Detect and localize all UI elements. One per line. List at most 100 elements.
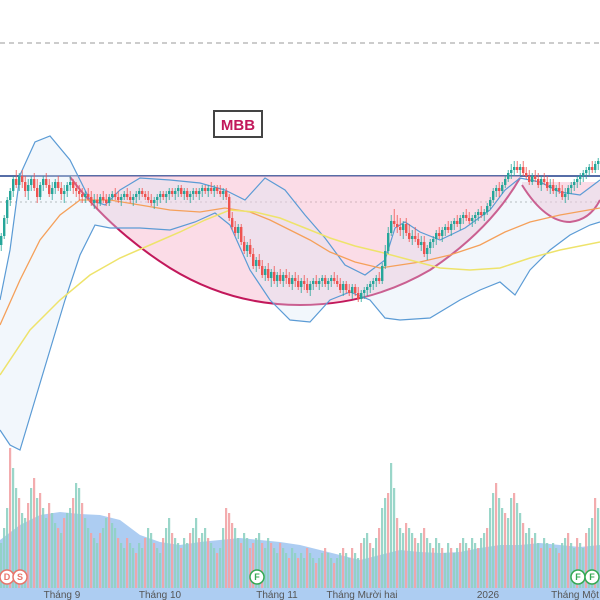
candle-body: [420, 242, 423, 245]
volume-bar: [288, 558, 291, 588]
candle-body: [516, 167, 519, 170]
candle-body: [39, 185, 42, 197]
candle: [390, 215, 393, 236]
volume-bar: [588, 528, 591, 588]
volume-bar: [57, 528, 60, 588]
volume-bar: [204, 528, 207, 588]
volume-bar: [312, 558, 315, 588]
candle-body: [60, 188, 63, 194]
candle: [429, 239, 432, 254]
candle-body: [237, 227, 240, 233]
volume-bar: [333, 563, 336, 588]
candle-body: [105, 200, 108, 203]
candle: [132, 194, 135, 206]
candle-body: [24, 182, 27, 191]
candle-body: [99, 197, 102, 203]
candle-body: [441, 230, 444, 236]
candle-body: [408, 233, 411, 239]
candle: [489, 197, 492, 209]
candle: [369, 281, 372, 293]
candle-body: [390, 221, 393, 233]
candle: [42, 176, 45, 191]
volume-bar: [177, 543, 180, 588]
volume-bar: [336, 558, 339, 588]
volume-bar: [213, 548, 216, 588]
candle: [99, 194, 102, 206]
candle-body: [372, 281, 375, 284]
candle-body: [54, 182, 57, 188]
candle: [507, 170, 510, 182]
volume-bar: [162, 538, 165, 588]
candle: [264, 266, 267, 281]
candle: [0, 233, 3, 251]
candle: [198, 188, 201, 200]
candle-body: [276, 275, 279, 281]
volume-bar: [93, 538, 96, 588]
volume-bar: [276, 553, 279, 588]
volume-bar: [108, 513, 111, 588]
candle-body: [195, 191, 198, 194]
volume-bar: [570, 543, 573, 588]
volume-bar: [258, 533, 261, 588]
volume-bar: [75, 483, 78, 588]
candle-body: [552, 185, 555, 191]
candle-body: [438, 233, 441, 236]
candle: [504, 176, 507, 188]
volume-bar: [102, 528, 105, 588]
candle: [75, 182, 78, 197]
candle: [81, 188, 84, 203]
candle: [240, 224, 243, 245]
volume-bar: [555, 548, 558, 588]
candle-body: [318, 281, 321, 284]
candle-body: [399, 227, 402, 230]
candle: [474, 212, 477, 224]
candle: [186, 188, 189, 200]
volume-bar: [207, 538, 210, 588]
candle-body: [279, 275, 282, 281]
volume-bar: [264, 548, 267, 588]
candle: [276, 272, 279, 287]
candle: [267, 263, 270, 281]
candle: [432, 236, 435, 248]
candle: [195, 188, 198, 197]
volume-bar: [585, 533, 588, 588]
candle: [84, 191, 87, 203]
candle: [270, 269, 273, 287]
volume-bar: [42, 508, 45, 588]
candle-body: [111, 194, 114, 197]
volume-bar: [468, 548, 471, 588]
candle-body: [258, 260, 261, 266]
candle-body: [228, 197, 231, 218]
candle-body: [474, 215, 477, 218]
candle: [372, 278, 375, 290]
candle-body: [126, 194, 129, 197]
candle-body: [444, 227, 447, 230]
candle: [162, 191, 165, 200]
candle: [450, 221, 453, 236]
candle-body: [225, 191, 228, 197]
candle-body: [138, 191, 141, 194]
volume-bar: [519, 513, 522, 588]
candle-body: [411, 236, 414, 239]
candle: [444, 224, 447, 236]
candle: [114, 188, 117, 200]
candle: [27, 179, 30, 200]
volume-bar: [303, 558, 306, 588]
candle-body: [546, 182, 549, 188]
candle-body: [594, 164, 597, 170]
candle-body: [51, 188, 54, 194]
candle: [342, 281, 345, 296]
candle: [138, 188, 141, 200]
volume-bar: [462, 538, 465, 588]
candle: [585, 167, 588, 179]
candle-body: [423, 242, 426, 254]
candle-body: [582, 173, 585, 176]
volume-bar: [441, 548, 444, 588]
volume-bar: [186, 543, 189, 588]
candle-body: [450, 224, 453, 230]
candle: [492, 188, 495, 203]
volume-bar: [396, 518, 399, 588]
candle-body: [243, 242, 246, 251]
